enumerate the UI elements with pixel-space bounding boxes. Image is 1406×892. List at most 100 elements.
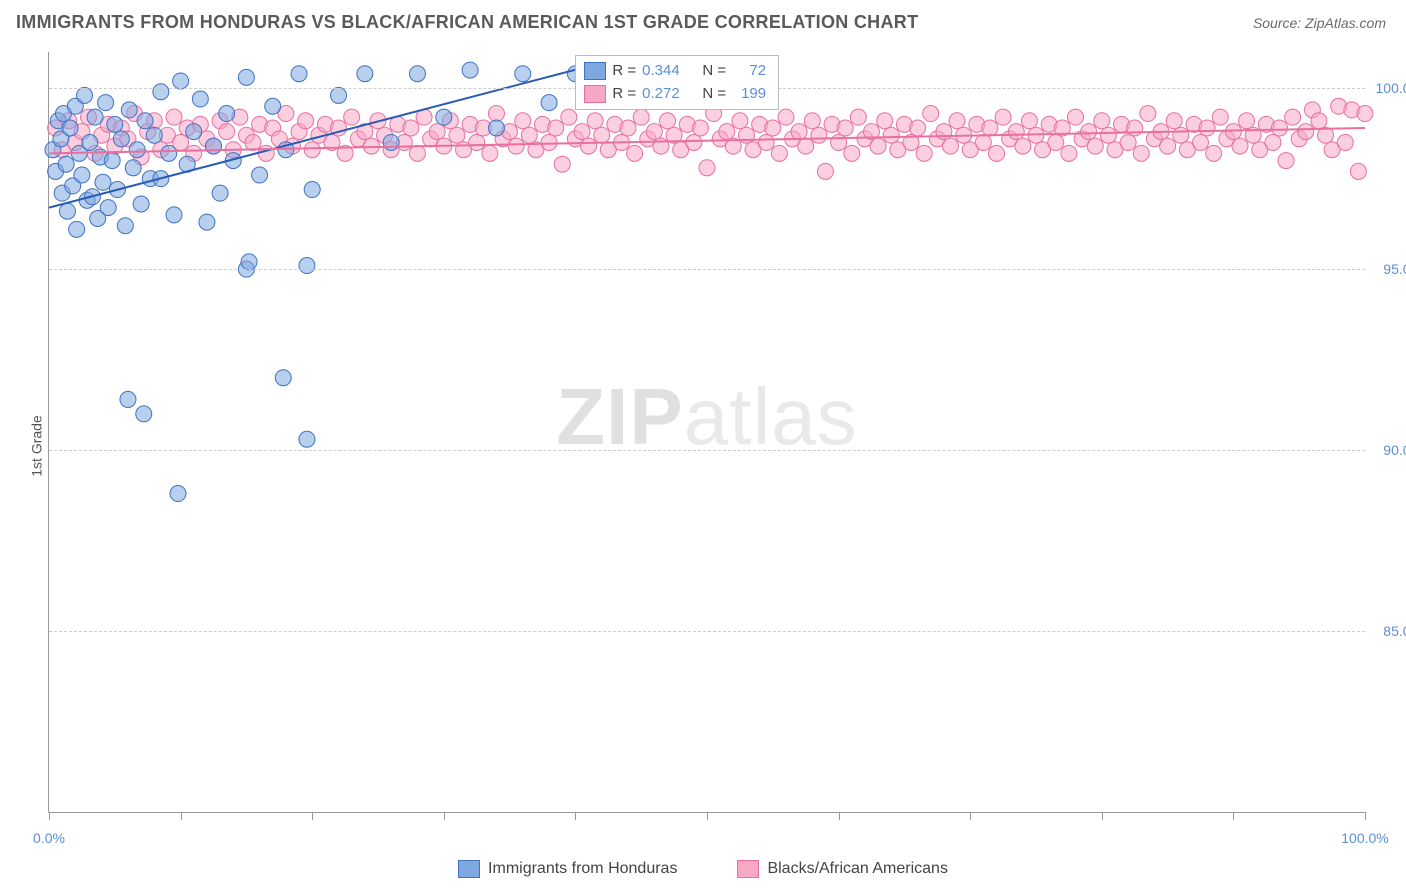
data-point xyxy=(299,258,315,274)
data-point xyxy=(245,134,261,150)
data-point xyxy=(265,98,281,114)
data-point xyxy=(173,73,189,89)
data-point xyxy=(633,109,649,125)
legend-n-value: 199 xyxy=(732,83,766,106)
data-point xyxy=(258,145,274,161)
data-point xyxy=(1265,134,1281,150)
x-tick xyxy=(312,812,313,820)
data-point xyxy=(488,106,504,122)
x-tick xyxy=(181,812,182,820)
data-point xyxy=(620,120,636,136)
data-point xyxy=(771,145,787,161)
data-point xyxy=(252,167,268,183)
legend-swatch xyxy=(737,860,759,878)
x-tick-label: 0.0% xyxy=(33,830,65,846)
data-point xyxy=(587,113,603,129)
data-point xyxy=(515,66,531,82)
data-point xyxy=(121,102,137,118)
data-point xyxy=(1015,138,1031,154)
data-point xyxy=(541,95,557,111)
data-point xyxy=(515,113,531,129)
data-point xyxy=(581,138,597,154)
data-point xyxy=(1100,127,1116,143)
y-tick-label: 100.0% xyxy=(1371,80,1406,96)
data-point xyxy=(1166,113,1182,129)
data-point xyxy=(541,134,557,150)
data-point xyxy=(686,134,702,150)
data-point xyxy=(331,87,347,103)
legend-swatch xyxy=(584,62,606,80)
data-point xyxy=(758,134,774,150)
data-point xyxy=(219,124,235,140)
data-point xyxy=(170,486,186,502)
data-point xyxy=(275,370,291,386)
data-point xyxy=(161,145,177,161)
data-point xyxy=(344,109,360,125)
data-point xyxy=(1120,134,1136,150)
data-point xyxy=(831,134,847,150)
data-point xyxy=(883,127,899,143)
data-point xyxy=(1160,138,1176,154)
data-point xyxy=(804,113,820,129)
data-point xyxy=(120,391,136,407)
gridline-h xyxy=(49,269,1365,270)
data-point xyxy=(1232,138,1248,154)
data-point xyxy=(574,124,590,140)
x-tick xyxy=(444,812,445,820)
chart-plot-area: ZIPatlas 85.0%90.0%95.0%100.0%0.0%100.0%… xyxy=(48,52,1365,813)
data-point xyxy=(554,156,570,172)
legend-r-label: R = xyxy=(612,60,636,83)
data-point xyxy=(298,113,314,129)
data-point xyxy=(117,218,133,234)
bottom-legend-item: Immigrants from Honduras xyxy=(458,860,677,878)
data-point xyxy=(1048,134,1064,150)
data-point xyxy=(1008,124,1024,140)
data-point xyxy=(1285,109,1301,125)
data-point xyxy=(817,163,833,179)
y-tick-label: 95.0% xyxy=(1371,261,1406,277)
data-point xyxy=(58,156,74,172)
data-point xyxy=(304,142,320,158)
data-point xyxy=(77,87,93,103)
bottom-legend-label: Immigrants from Honduras xyxy=(488,860,677,878)
data-point xyxy=(1350,163,1366,179)
data-point xyxy=(87,109,103,125)
legend-r-value: 0.344 xyxy=(642,60,692,83)
data-point xyxy=(1067,109,1083,125)
data-point xyxy=(923,106,939,122)
y-tick-label: 90.0% xyxy=(1371,442,1406,458)
data-point xyxy=(1094,113,1110,129)
x-tick xyxy=(1365,812,1366,820)
data-point xyxy=(942,138,958,154)
data-point xyxy=(488,120,504,136)
gridline-h xyxy=(49,631,1365,632)
data-point xyxy=(1021,113,1037,129)
data-point xyxy=(811,127,827,143)
data-point xyxy=(241,254,257,270)
data-point xyxy=(1087,138,1103,154)
data-point xyxy=(436,109,452,125)
data-point xyxy=(989,145,1005,161)
bottom-legend-item: Blacks/African Americans xyxy=(737,860,948,878)
data-point xyxy=(469,134,485,150)
bottom-legend: Immigrants from Honduras Blacks/African A… xyxy=(0,860,1406,878)
data-point xyxy=(104,153,120,169)
data-point xyxy=(403,120,419,136)
data-point xyxy=(1193,134,1209,150)
data-point xyxy=(837,120,853,136)
data-point xyxy=(137,113,153,129)
data-point xyxy=(186,124,202,140)
legend-swatch xyxy=(584,85,606,103)
data-point xyxy=(383,134,399,150)
data-point xyxy=(561,109,577,125)
data-point xyxy=(429,124,445,140)
data-point xyxy=(1298,124,1314,140)
data-point xyxy=(778,109,794,125)
data-point xyxy=(719,124,735,140)
data-point xyxy=(219,106,235,122)
data-point xyxy=(146,127,162,143)
data-point xyxy=(646,124,662,140)
data-point xyxy=(995,109,1011,125)
data-point xyxy=(98,95,114,111)
data-point xyxy=(508,138,524,154)
